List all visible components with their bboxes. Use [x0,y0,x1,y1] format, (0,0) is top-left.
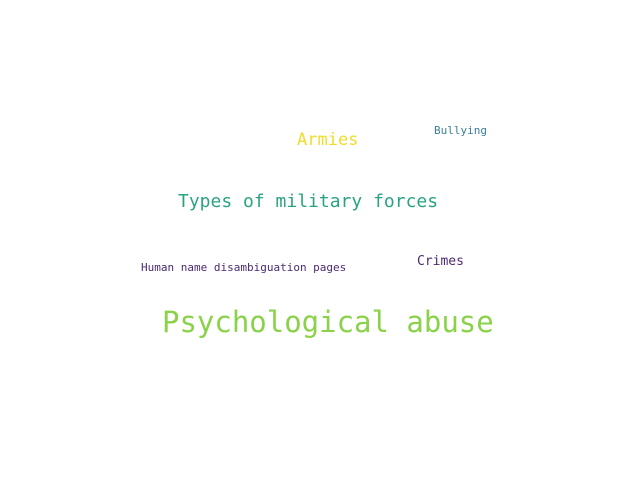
word-psychological-abuse: Psychological abuse [162,305,494,339]
word-human-name-disambiguation-pages: Human name disambiguation pages [141,261,347,274]
word-bullying: Bullying [434,124,487,137]
word-armies: Armies [297,130,359,150]
word-crimes: Crimes [417,254,464,269]
word-types-of-military-forces: Types of military forces [178,191,439,212]
